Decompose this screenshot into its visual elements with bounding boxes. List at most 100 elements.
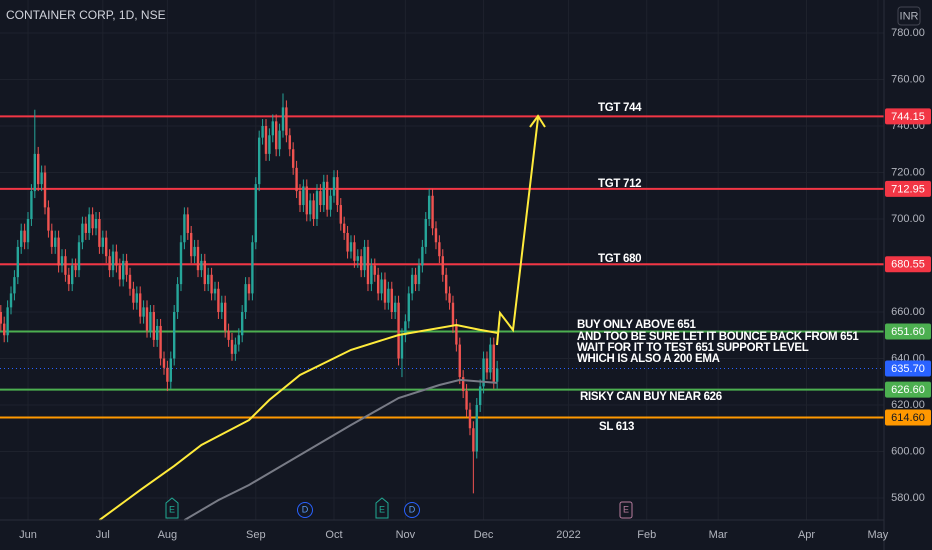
candle-body bbox=[30, 191, 33, 219]
candle-body bbox=[363, 246, 366, 271]
candle-body bbox=[339, 205, 342, 224]
candle-body bbox=[16, 246, 20, 278]
grid bbox=[0, 0, 884, 520]
currency[interactable]: INR bbox=[900, 10, 919, 22]
price-tag bbox=[885, 108, 931, 125]
candle-body bbox=[142, 307, 145, 317]
candle-body bbox=[230, 339, 234, 354]
price-axis-bg bbox=[884, 0, 932, 550]
price-tag-label: 635.70 bbox=[891, 363, 925, 375]
candle-body bbox=[261, 125, 264, 138]
candle-body bbox=[414, 274, 417, 285]
candle-body bbox=[186, 214, 189, 233]
candle-body bbox=[135, 293, 139, 303]
earnings-icon[interactable] bbox=[165, 497, 179, 519]
annotation: WAIT FOR IT TO TEST 651 SUPPORT LEVEL bbox=[577, 342, 809, 354]
candle-body bbox=[268, 135, 271, 154]
candle-body bbox=[54, 237, 57, 247]
price-tag bbox=[885, 381, 931, 398]
candle-body bbox=[105, 237, 108, 257]
event-label[interactable]: D bbox=[302, 504, 309, 514]
candle-body bbox=[128, 274, 132, 289]
candle-body bbox=[441, 256, 444, 275]
candle-body bbox=[495, 368, 499, 382]
candle-body bbox=[94, 218, 98, 229]
earnings-icon[interactable] bbox=[619, 501, 633, 519]
y-tick-label: 700.00 bbox=[891, 213, 925, 225]
y-tick-label: 620.00 bbox=[891, 399, 925, 411]
earnings-icon[interactable] bbox=[375, 497, 389, 519]
candle-body bbox=[26, 218, 30, 243]
candle-body bbox=[223, 302, 227, 331]
candle-body bbox=[485, 358, 489, 373]
candle-body bbox=[451, 302, 455, 326]
x-tick-label: Jul bbox=[96, 529, 110, 541]
event-markers: E D E D E bbox=[165, 497, 633, 519]
chart-title: CONTAINER CORP, 1D, NSE bbox=[6, 8, 166, 22]
candle-body bbox=[427, 195, 431, 219]
candle-body bbox=[115, 251, 118, 266]
candle-body bbox=[217, 288, 220, 312]
candle-body bbox=[9, 293, 13, 308]
currency-box[interactable] bbox=[897, 6, 921, 26]
candle-body bbox=[325, 181, 329, 210]
candle-body bbox=[397, 302, 400, 359]
moving-average bbox=[183, 378, 498, 521]
candle-body bbox=[227, 330, 230, 340]
candle-body bbox=[200, 260, 203, 271]
price-tag-label: 680.55 bbox=[891, 259, 925, 271]
x-tick-label: Oct bbox=[325, 529, 342, 541]
candle-body bbox=[312, 200, 315, 219]
candle-body bbox=[196, 246, 200, 271]
candle-body bbox=[234, 344, 237, 354]
event-label[interactable]: D bbox=[409, 504, 416, 514]
candle-body bbox=[393, 302, 397, 312]
candle-body bbox=[213, 288, 217, 294]
dividend-icon[interactable] bbox=[297, 502, 313, 518]
candle-body bbox=[13, 277, 16, 294]
candle-body bbox=[434, 228, 438, 243]
x-tick-label: May bbox=[868, 529, 889, 541]
annotation: AND TOO BE SURE LET IT BOUNCE BACK FROM … bbox=[577, 331, 859, 343]
candle-body bbox=[183, 214, 186, 243]
event-label[interactable]: E bbox=[169, 504, 175, 514]
candle-body bbox=[91, 214, 94, 229]
x-tick-label: Aug bbox=[158, 529, 178, 541]
x-tick-label: Jun bbox=[19, 529, 37, 541]
candle-body bbox=[455, 325, 458, 345]
candle-body bbox=[67, 274, 71, 285]
x-tick-label: Feb bbox=[637, 529, 656, 541]
candle-body bbox=[244, 284, 247, 312]
event-label[interactable]: E bbox=[379, 504, 385, 514]
price-tag-label: 626.60 bbox=[891, 384, 925, 396]
candle-body bbox=[254, 184, 257, 243]
price-tag bbox=[885, 180, 931, 197]
candle-body bbox=[3, 323, 6, 336]
annotation: TGT 712 bbox=[598, 178, 641, 190]
candle-body bbox=[139, 293, 142, 317]
candle-body bbox=[172, 312, 176, 359]
candle-body bbox=[179, 242, 183, 285]
candle-body bbox=[37, 153, 40, 185]
candle-body bbox=[424, 218, 427, 247]
candle-body bbox=[169, 358, 172, 382]
y-tick-label: 760.00 bbox=[891, 73, 925, 85]
candle-body bbox=[237, 335, 240, 345]
candle-body bbox=[210, 274, 213, 294]
y-tick-label: 660.00 bbox=[891, 306, 925, 318]
x-tick-label: Mar bbox=[709, 529, 728, 541]
candle-body bbox=[271, 121, 274, 136]
candle-body bbox=[111, 251, 115, 271]
price-tag bbox=[885, 256, 931, 273]
dividend-icon[interactable] bbox=[404, 502, 420, 518]
candle-body bbox=[257, 137, 261, 185]
candle-body bbox=[6, 307, 9, 336]
candle-body bbox=[359, 256, 363, 271]
candle-body bbox=[149, 312, 152, 331]
price-tag-label: 712.95 bbox=[891, 183, 925, 195]
price-tag-label: 651.60 bbox=[891, 326, 925, 338]
candle-body bbox=[319, 191, 322, 206]
event-label[interactable]: E bbox=[623, 504, 629, 514]
candle-body bbox=[43, 172, 47, 208]
candle-body bbox=[295, 167, 298, 192]
